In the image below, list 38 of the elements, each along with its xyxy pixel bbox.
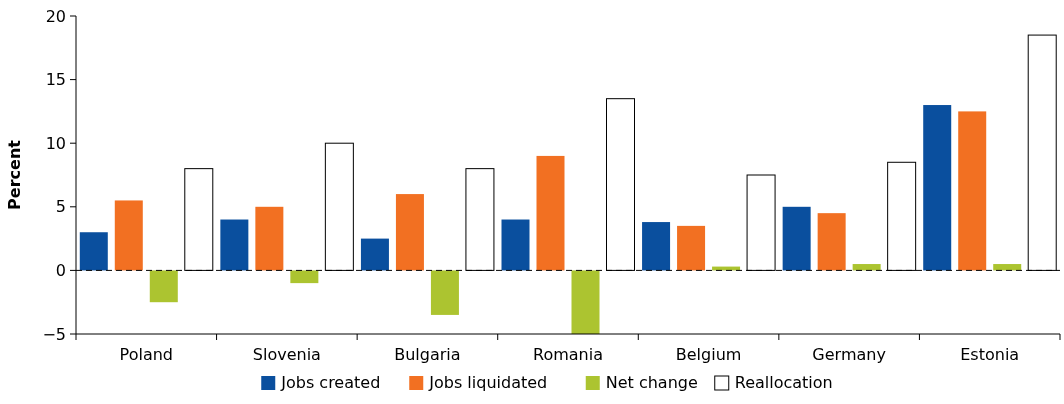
bar [220, 219, 249, 271]
y-tick-label: 10 [45, 133, 66, 153]
y-tick-label: −5 [42, 324, 66, 344]
bar [501, 219, 530, 271]
bar [114, 200, 143, 271]
bar [430, 270, 459, 315]
bar [642, 222, 671, 271]
bar [852, 264, 881, 271]
bar [817, 213, 846, 271]
bar [571, 270, 600, 334]
legend-label: Jobs liquidated [428, 373, 548, 392]
y-axis-title: Percent [5, 139, 24, 210]
x-tick-label: Bulgaria [394, 345, 461, 364]
x-tick-label: Romania [533, 345, 603, 364]
bar [290, 270, 319, 284]
bar [149, 270, 178, 303]
bar [677, 225, 706, 271]
bar [395, 194, 424, 271]
legend-label: Net change [605, 373, 698, 392]
x-tick-label: Estonia [960, 345, 1020, 364]
bar [958, 111, 987, 271]
y-tick-label: 15 [45, 70, 66, 90]
bar [360, 238, 389, 271]
y-tick-label: 0 [55, 261, 66, 280]
x-tick-label: Poland [119, 345, 173, 364]
x-tick-label: Belgium [675, 345, 742, 364]
bar [255, 206, 284, 271]
y-tick-label: 20 [45, 6, 66, 26]
bar [782, 206, 811, 271]
bar [923, 105, 952, 271]
bar [79, 232, 108, 271]
bar [993, 264, 1022, 271]
legend-label: Jobs created [280, 373, 381, 392]
x-tick-label: Slovenia [252, 345, 321, 364]
bar [536, 155, 565, 271]
legend-label: Reallocation [734, 373, 833, 392]
y-tick-label: 5 [55, 197, 66, 217]
x-tick-label: Germany [812, 345, 886, 364]
